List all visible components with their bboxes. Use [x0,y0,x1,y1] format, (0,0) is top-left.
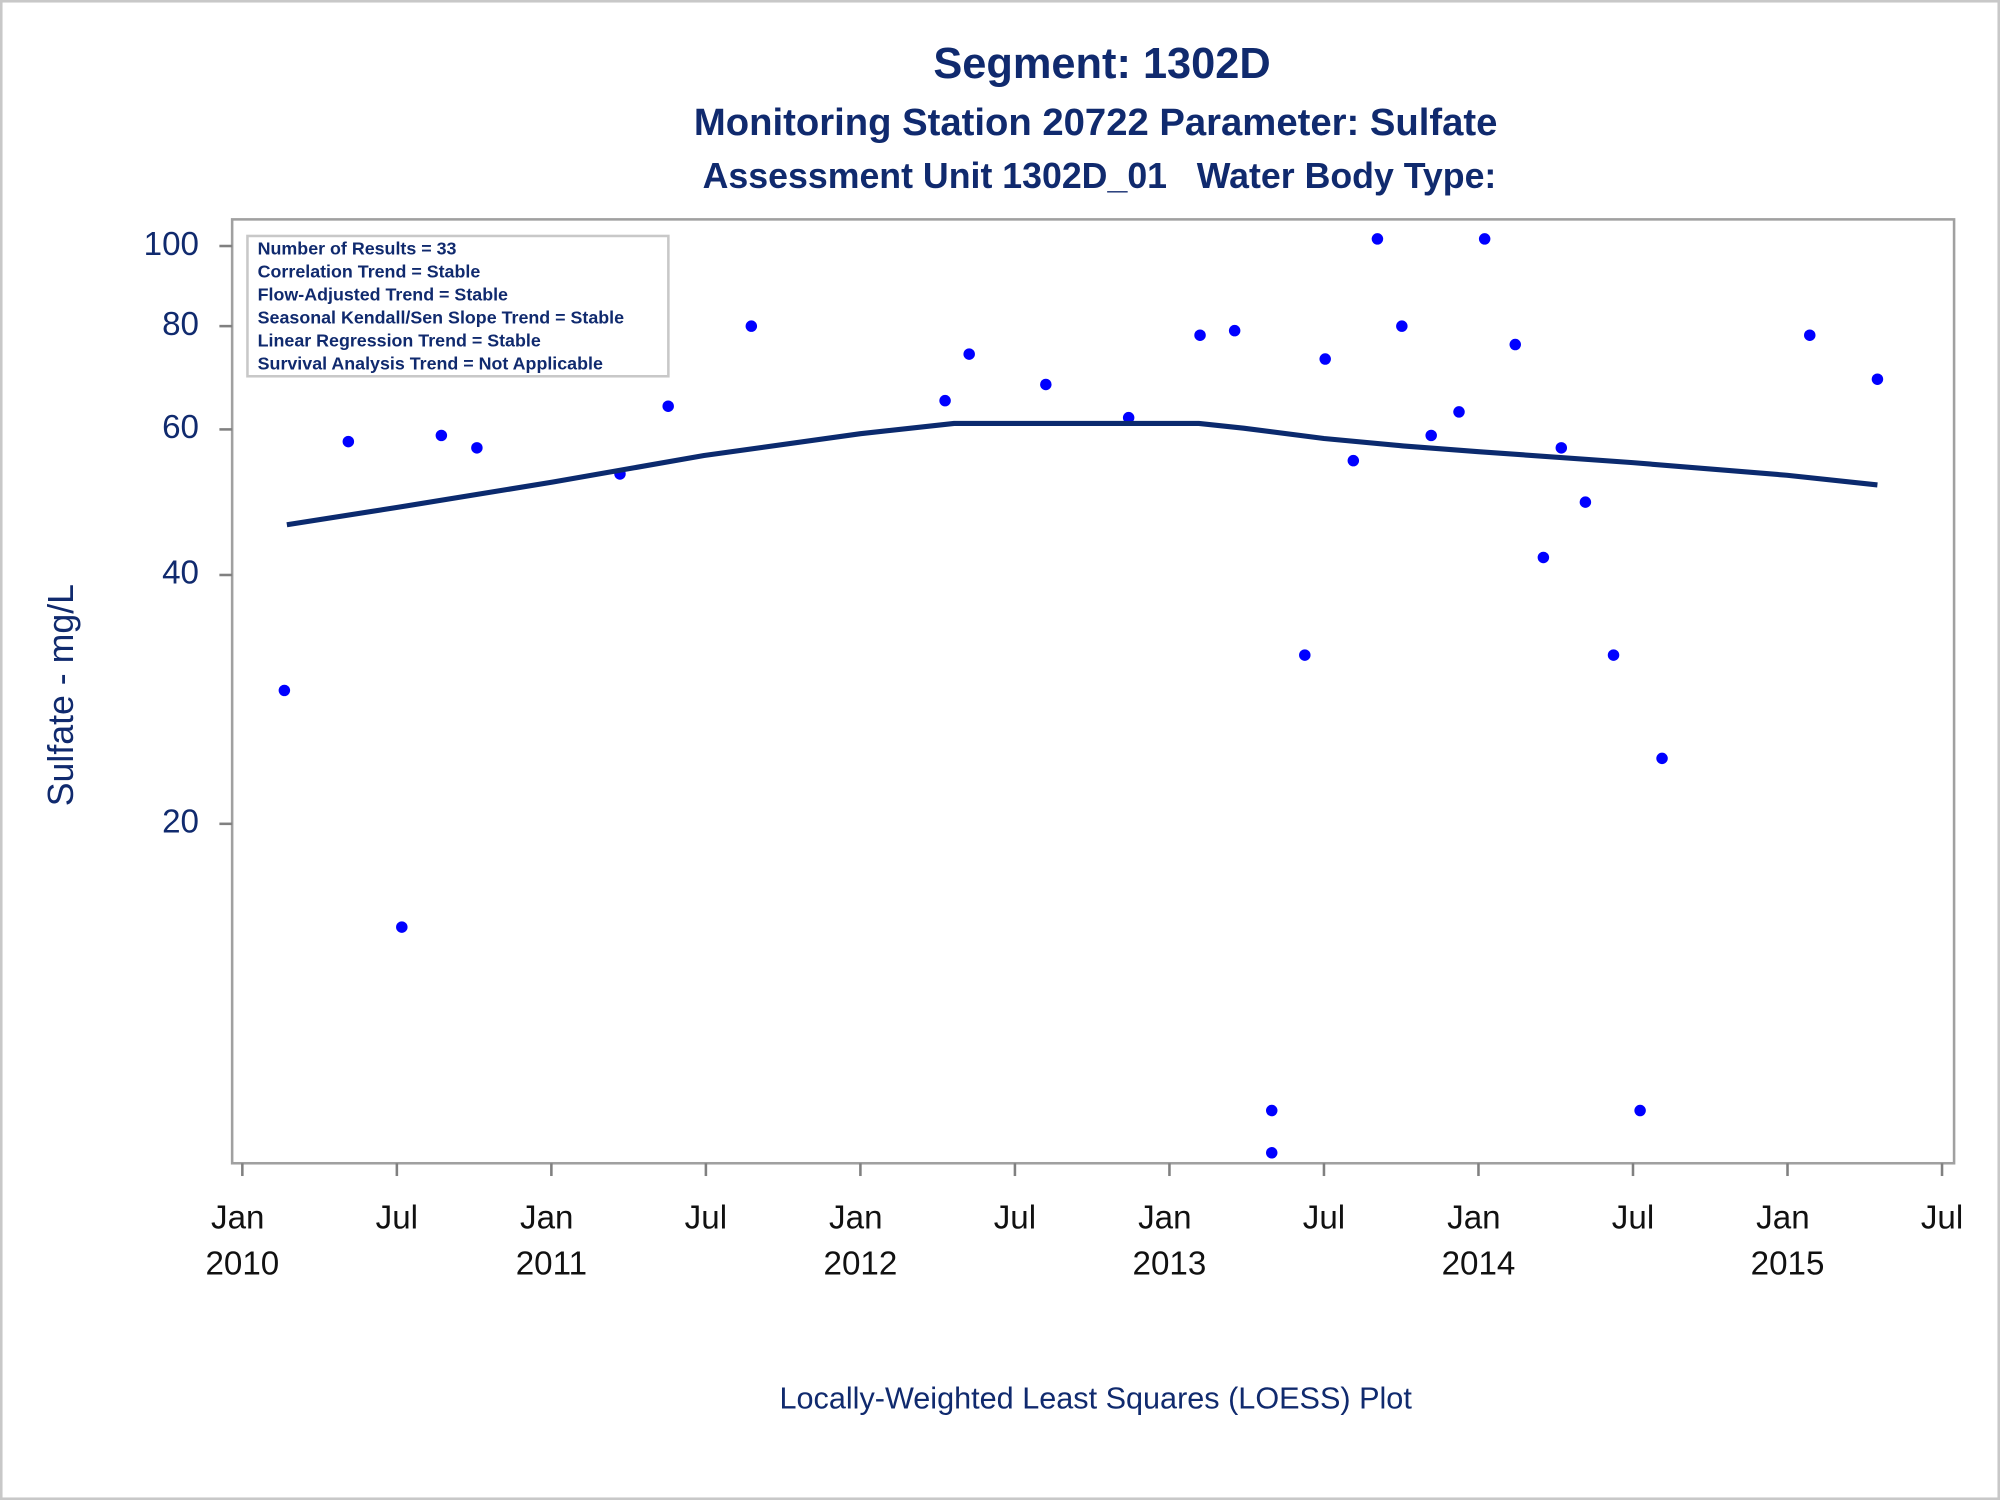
data-point [1265,1104,1278,1117]
chart-subtitle: Assessment Unit 1302D_01 Water Body Type… [703,156,1497,196]
data-point [1579,496,1592,508]
data-point [1371,233,1384,245]
data-point [396,921,408,933]
stats-line: Seasonal Kendall/Sen Slope Trend = Stabl… [258,308,624,328]
y-tick-label: 40 [162,555,199,592]
y-tick-label: 80 [162,306,199,343]
data-point [1040,378,1052,391]
data-point [1425,429,1437,442]
loess-line [286,420,1878,528]
stats-box [246,234,670,378]
data-point [1299,649,1311,661]
data-point [1453,406,1465,418]
data-point [1228,324,1241,337]
data-point [1478,233,1491,245]
stats-line: Number of Results = 33 [258,239,457,259]
x-tick-label: Jan 2011 [516,1199,587,1282]
chart-title: Segment: 1302D [933,40,1270,88]
data-point [1804,329,1816,341]
y-tick-label: 60 [162,409,199,446]
data-point [471,442,483,454]
data-point [1319,353,1331,365]
x-tick-label: Jul [376,1199,418,1236]
x-tick-label: Jul [1921,1199,1963,1236]
plot-frame [230,218,1956,1165]
x-tick-label: Jul [685,1199,727,1236]
stats-line: Flow-Adjusted Trend = Stable [258,285,508,305]
y-axis-label: Sulfate - mg/L [41,584,81,806]
x-tick-label: Jan 2012 [824,1199,898,1282]
data-point [662,400,674,412]
x-tick-label: Jan 2014 [1442,1199,1516,1282]
data-point [278,684,291,697]
data-point [745,320,758,332]
data-point [1656,752,1668,765]
y-tick-label: 20 [162,804,199,841]
data-point [1871,373,1884,385]
data-point [342,435,355,448]
x-tick-label: Jul [1612,1199,1654,1236]
data-point [1396,320,1408,332]
data-point [435,429,448,442]
stats-line: Correlation Trend = Stable [258,262,481,282]
data-point [1607,649,1620,661]
y-tick-label: 100 [144,226,199,263]
data-point [963,348,975,360]
data-point [1537,551,1550,564]
footnote: Locally-Weighted Least Squares (LOESS) P… [779,1382,1412,1416]
x-tick-label: Jan 2010 [205,1199,279,1282]
data-point [1555,442,1568,454]
x-tick-label: Jan 2015 [1751,1199,1825,1282]
stats-line: Survival Analysis Trend = Not Applicable [258,354,603,374]
data-point [1509,338,1521,351]
data-point [1265,1147,1278,1159]
data-point [1634,1104,1646,1117]
data-point [1122,411,1135,424]
data-point [1347,454,1360,467]
data-point [1194,329,1206,341]
x-tick-label: Jan 2013 [1133,1199,1207,1282]
data-point [939,394,951,407]
chart-subtitle: Monitoring Station 20722 Parameter: Sulf… [694,101,1497,144]
stats-line: Linear Regression Trend = Stable [258,331,541,351]
x-tick-label: Jul [1303,1199,1345,1236]
x-tick-label: Jul [994,1199,1036,1236]
